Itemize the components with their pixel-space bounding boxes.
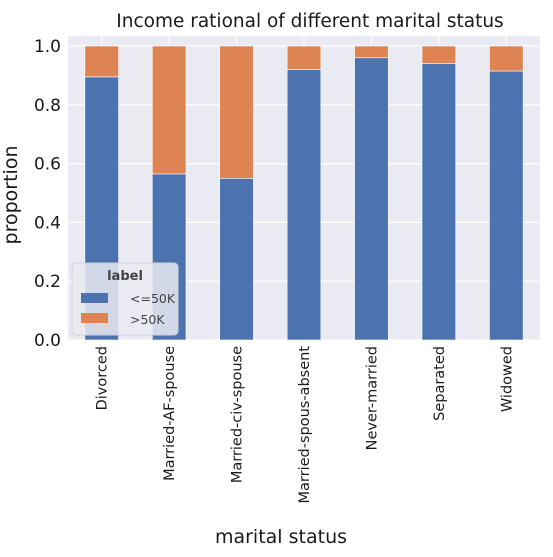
y-axis-label: proportion	[0, 146, 22, 245]
y-tick-label: 0.8	[34, 96, 61, 116]
bar-le-50k	[219, 178, 254, 341]
bar-le-50k	[421, 63, 457, 341]
legend-title: label	[107, 269, 143, 284]
bar-gt-50k	[489, 45, 524, 72]
x-tick-labels: Divorced Married-AF-spouse Married-civ-spo…	[95, 346, 516, 504]
x-tick-label: Separated	[432, 346, 448, 421]
x-axis-label: marital status	[215, 526, 347, 548]
x-tick-label: Married-spous-absent	[297, 346, 313, 504]
y-tick-label: 0.6	[34, 155, 61, 175]
y-tick-label: 0.0	[34, 331, 61, 351]
legend-swatch-le-50k	[81, 293, 108, 303]
y-tick-label: 0.2	[34, 272, 61, 292]
bar-gt-50k	[286, 45, 322, 70]
legend-swatch-gt-50k	[81, 313, 108, 323]
legend-label-le-50k: <=50K	[130, 291, 176, 306]
bar-gt-50k	[219, 45, 254, 179]
y-tick-labels: 0.0 0.2 0.4 0.6 0.8 1.0	[34, 37, 61, 351]
y-tick-label: 0.4	[34, 213, 61, 233]
bar-le-50k	[354, 57, 389, 341]
x-tick-label: Married-civ-spouse	[230, 346, 246, 483]
bar-gt-50k	[421, 45, 457, 64]
x-tick-label: Divorced	[95, 346, 111, 410]
bar-le-50k	[489, 70, 524, 341]
chart-title: Income rational of different marital sta…	[116, 11, 503, 32]
bar-gt-50k	[354, 45, 389, 59]
bar-gt-50k	[84, 45, 119, 78]
bar-le-50k	[286, 69, 322, 341]
legend: label <=50K >50K	[71, 262, 179, 336]
x-tick-label: Widowed	[499, 346, 515, 412]
legend-label-gt-50k: >50K	[130, 312, 165, 327]
x-tick-label: Never-married	[364, 346, 380, 450]
bars	[84, 45, 524, 341]
bar-gt-50k	[151, 45, 187, 175]
x-tick-label: Married-AF-spouse	[162, 346, 178, 481]
y-tick-label: 1.0	[34, 37, 61, 57]
